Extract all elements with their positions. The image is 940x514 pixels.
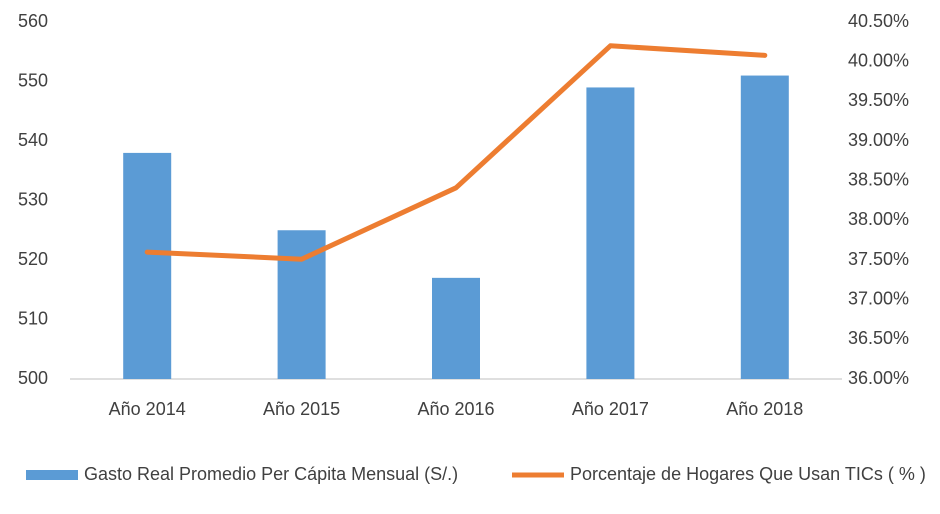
y2-tick-label: 37.00% bbox=[848, 288, 909, 308]
y2-tick-label: 37.50% bbox=[848, 249, 909, 269]
bar bbox=[432, 277, 480, 379]
y2-tick-label: 38.50% bbox=[848, 169, 909, 189]
y2-tick-label: 36.50% bbox=[848, 328, 909, 348]
legend-swatch-rect bbox=[26, 470, 78, 480]
y-tick-label: 500 bbox=[18, 368, 48, 388]
y2-tick-label: 40.50% bbox=[848, 11, 909, 31]
y2-tick-label: 40.00% bbox=[848, 50, 909, 70]
y-tick-label: 550 bbox=[18, 70, 48, 90]
x-tick-label: Año 2018 bbox=[726, 399, 803, 419]
y-tick-label: 540 bbox=[18, 130, 48, 150]
y-tick-label: 560 bbox=[18, 11, 48, 31]
legend-swatch bbox=[26, 470, 78, 480]
y2-tick-label: 38.00% bbox=[848, 209, 909, 229]
legend-label: Porcentaje de Hogares Que Usan TICs ( % … bbox=[570, 464, 926, 484]
x-tick-label: Año 2017 bbox=[572, 399, 649, 419]
legend-label: Gasto Real Promedio Per Cápita Mensual (… bbox=[84, 464, 459, 484]
x-tick-label: Año 2016 bbox=[417, 399, 494, 419]
chart: 500 510 520 530 540 550 560 36.00% 36.50% 37.00% 3… bbox=[18, 11, 909, 419]
line bbox=[144, 43, 768, 262]
bar bbox=[740, 75, 789, 380]
y-tick-label: 510 bbox=[18, 308, 48, 328]
y-tick-label: 520 bbox=[18, 249, 48, 269]
y-tick-label: 530 bbox=[18, 189, 48, 209]
x-tick-label: Año 2014 bbox=[109, 399, 186, 419]
bar bbox=[586, 87, 635, 379]
y2-tick-label: 39.00% bbox=[848, 130, 909, 150]
legend-swatch bbox=[512, 472, 564, 478]
bar bbox=[123, 152, 172, 379]
x-tick-label: Año 2015 bbox=[263, 399, 340, 419]
bar bbox=[277, 230, 326, 379]
y2-tick-label: 39.50% bbox=[848, 90, 909, 110]
y2-tick-label: 36.00% bbox=[848, 368, 909, 388]
